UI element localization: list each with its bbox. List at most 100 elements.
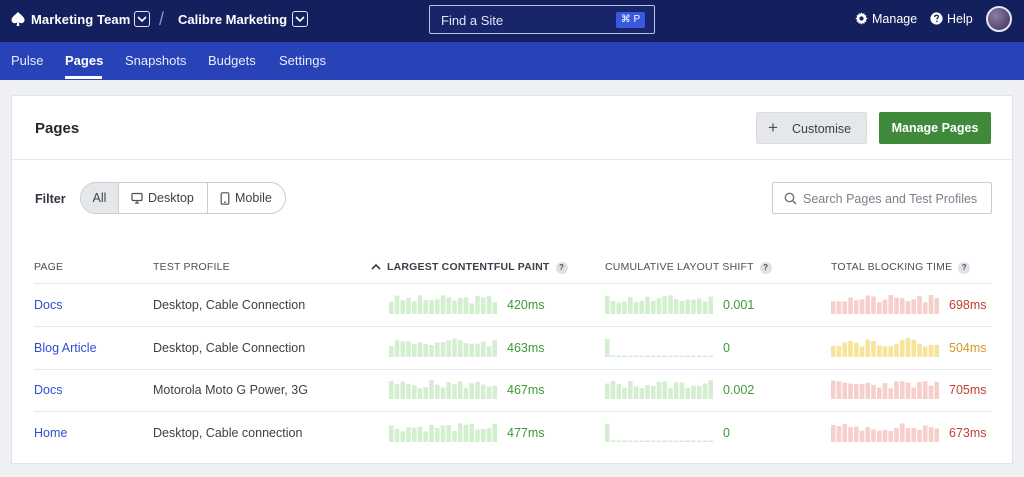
sparkline-bar	[616, 384, 622, 399]
sparkline-bar	[894, 427, 899, 442]
column-header-page[interactable]: PAGE	[34, 261, 64, 273]
sparkline-bar	[475, 381, 480, 399]
sparkline-bar	[406, 383, 411, 399]
tab-pulse[interactable]: Pulse	[11, 53, 44, 68]
sparkline-bar	[400, 430, 406, 442]
avatar[interactable]	[986, 6, 1012, 32]
help-icon[interactable]: ?	[759, 262, 772, 274]
search-pages-input[interactable]: Search Pages and Test Profiles	[772, 182, 992, 214]
sparkline-bar	[463, 342, 469, 357]
sparkline-bar	[871, 429, 876, 442]
test-profile: Desktop, Cable Connection	[153, 298, 306, 312]
help-icon[interactable]: ?	[555, 262, 568, 274]
sparkline-chart	[831, 295, 939, 314]
sparkline-bar	[668, 295, 673, 314]
sparkline-bar	[922, 381, 928, 399]
sparkline-bar	[888, 430, 893, 442]
sub-navigation: Pulse Pages Snapshots Budgets Settings	[0, 42, 1024, 80]
manage-pages-button[interactable]: Manage Pages	[879, 112, 991, 144]
column-header-cls[interactable]: CUMULATIVE LAYOUT SHIFT?	[605, 261, 772, 274]
sparkline-bar	[691, 440, 696, 442]
site-switcher-chevron-icon[interactable]	[292, 11, 308, 27]
sparkline-bar	[469, 343, 474, 357]
sparkline-bar	[679, 355, 685, 357]
sparkline-bar	[463, 387, 469, 399]
active-tab-indicator	[65, 76, 102, 79]
top-bar: Marketing Team / Calibre Marketing Find …	[0, 0, 1024, 42]
card-header: Pages + Customise Manage Pages	[12, 96, 1012, 160]
sparkline-bar	[389, 301, 394, 314]
team-switcher-chevron-icon[interactable]	[134, 11, 150, 27]
sparkline-bar	[865, 426, 871, 442]
sparkline-bar	[622, 355, 627, 357]
manage-link[interactable]: Manage	[855, 12, 917, 26]
sparkline-bar	[911, 339, 916, 357]
sparkline-bar	[492, 302, 497, 314]
sparkline-bar	[917, 296, 922, 314]
sparkline-bar	[662, 355, 667, 357]
sparkline-bar	[463, 297, 469, 314]
sparkline-bar	[457, 298, 463, 314]
sparkline-bar	[440, 425, 446, 442]
sparkline-bar	[836, 381, 842, 399]
page-link[interactable]: Blog Article	[34, 340, 97, 355]
sparkline-bar	[928, 344, 934, 357]
page-link[interactable]: Home	[34, 425, 68, 440]
sparkline-bar	[440, 341, 446, 357]
tab-snapshots[interactable]: Snapshots	[125, 53, 187, 68]
sparkline-bar	[412, 301, 417, 314]
sparkline-bar	[842, 382, 848, 399]
tab-budgets[interactable]: Budgets	[208, 53, 256, 68]
sparkline-bar	[406, 426, 411, 442]
sparkline-bar	[836, 345, 842, 357]
filter-all[interactable]: All	[81, 183, 119, 213]
sparkline-bar	[934, 427, 939, 442]
tab-settings[interactable]: Settings	[279, 53, 326, 68]
help-link[interactable]: Help	[930, 12, 973, 26]
tab-pages[interactable]: Pages	[65, 53, 104, 68]
sparkline-bar	[651, 440, 656, 442]
sparkline-bar	[854, 300, 859, 314]
column-header-tbt[interactable]: TOTAL BLOCKING TIME?	[831, 261, 971, 274]
filter-desktop[interactable]: Desktop	[119, 183, 208, 213]
sparkline-bar	[848, 297, 853, 314]
sparkline-bar	[848, 340, 853, 357]
customise-button[interactable]: + Customise	[756, 112, 867, 144]
sparkline-bar	[894, 297, 899, 314]
lcp-value: 463ms	[507, 340, 545, 355]
page-link[interactable]: Docs	[34, 298, 63, 312]
sparkline-bar	[486, 345, 492, 357]
sparkline-bar	[628, 381, 633, 399]
column-header-test-profile[interactable]: TEST PROFILE	[153, 261, 230, 273]
sparkline-bar	[691, 299, 696, 314]
sparkline-chart	[605, 423, 713, 442]
sparkline-bar	[934, 298, 939, 314]
sparkline-bar	[685, 388, 690, 399]
filter-mobile[interactable]: Mobile	[208, 183, 285, 213]
sparkline-bar	[877, 430, 882, 442]
sparkline-bar	[691, 355, 696, 357]
page-link[interactable]: Docs	[34, 383, 63, 397]
search-icon	[784, 192, 797, 205]
sparkline-bar	[691, 385, 696, 399]
sparkline-bar	[616, 355, 622, 357]
sparkline-bar	[882, 429, 888, 442]
column-header-lcp[interactable]: LARGEST CONTENTFUL PAINT?	[371, 261, 568, 274]
sparkline-bar	[628, 440, 633, 442]
sparkline-bar	[446, 297, 451, 314]
sparkline-bar	[645, 385, 650, 399]
sparkline-bar	[673, 299, 679, 314]
help-icon[interactable]: ?	[958, 262, 971, 274]
plus-icon: +	[768, 118, 778, 137]
sparkline-bar	[685, 299, 690, 314]
sparkline-bar	[389, 380, 394, 399]
team-name[interactable]: Marketing Team	[31, 12, 131, 27]
find-site-input[interactable]: Find a Site ⌘ P	[429, 5, 655, 34]
sparkline-bar	[696, 298, 702, 314]
sparkline-chart	[389, 380, 497, 399]
sparkline-bar	[475, 429, 480, 442]
sparkline-bar	[899, 381, 905, 399]
tbt-value: 698ms	[949, 298, 987, 312]
site-name[interactable]: Calibre Marketing	[178, 12, 288, 27]
sparkline-bar	[888, 388, 893, 399]
